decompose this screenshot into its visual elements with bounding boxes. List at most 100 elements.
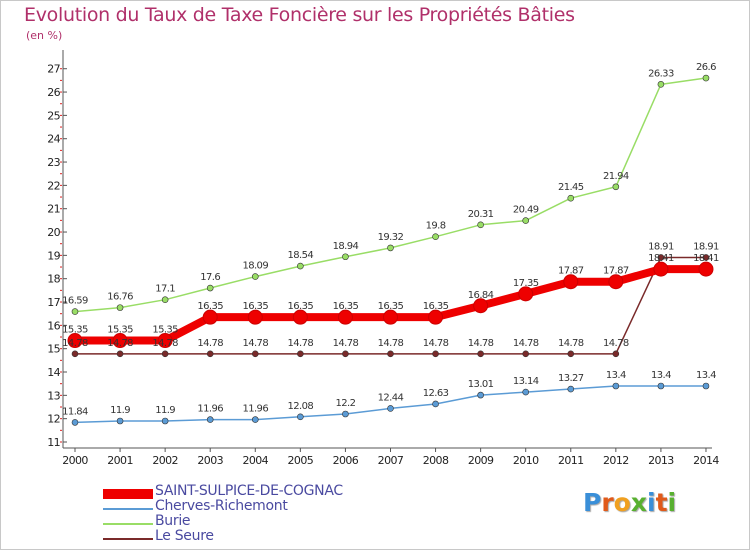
data-point[interactable] [567,385,575,393]
x-tick-label: 2009 [468,454,494,467]
unit-label: (en %) [26,29,63,42]
data-point[interactable] [251,416,259,423]
data-point[interactable] [387,244,394,252]
data-label: 16.84 [468,290,494,301]
data-label: 13.27 [558,373,584,384]
data-point[interactable] [387,405,394,412]
series-layer [67,74,714,426]
data-point[interactable] [157,333,173,349]
data-label: 18.91 [648,241,674,252]
data-point[interactable] [702,254,710,261]
data-point[interactable] [67,333,83,349]
data-point[interactable] [337,309,353,325]
data-point[interactable] [71,308,79,315]
data-label: 16.35 [333,301,359,312]
data-label: 15.35 [152,325,178,336]
data-label: 17.87 [558,266,584,277]
data-point[interactable] [522,388,530,396]
data-point[interactable] [518,286,534,302]
data-point[interactable] [612,382,620,390]
data-point[interactable] [112,333,128,349]
data-label: 16.35 [423,301,449,312]
y-tick-label: 18 [47,273,60,286]
data-label: 13.14 [513,376,539,387]
data-point[interactable] [477,391,484,399]
data-label: 11.9 [155,405,175,416]
data-point[interactable] [657,81,665,88]
data-point[interactable] [116,350,124,358]
data-point[interactable] [342,410,349,418]
data-point[interactable] [206,350,214,358]
data-point[interactable] [612,183,620,191]
data-point[interactable] [251,350,259,358]
x-tick-label: 2001 [107,454,133,467]
data-labels: 15.35 15.35 15.35 16.35 16.35 16.35 16.35 16.35… [62,62,719,417]
data-point[interactable] [432,233,439,240]
legend-label: Cherves-Richemont [155,498,288,514]
data-point[interactable] [563,274,579,290]
data-point[interactable] [297,413,304,421]
data-point[interactable] [342,350,349,358]
data-point[interactable] [71,350,79,358]
legend-swatch [103,508,153,510]
data-label: 14.78 [152,338,178,349]
data-point[interactable] [567,194,575,202]
data-point[interactable] [161,296,169,303]
x-tick-label: 2014 [693,454,719,467]
data-point[interactable] [297,262,304,270]
data-point[interactable] [428,309,444,325]
axis-ticks: 11 12 13 14 15 16 17 18 19 20 21 22 23 24 25 26 27 2000 20… [47,63,720,467]
data-point[interactable] [473,298,489,314]
data-point[interactable] [653,261,669,277]
data-point[interactable] [432,350,439,358]
data-point[interactable] [608,274,624,290]
data-point[interactable] [382,309,398,325]
data-point[interactable] [657,254,665,261]
data-point[interactable] [71,419,79,426]
data-point[interactable] [116,417,124,425]
x-tick-label: 2006 [333,454,359,467]
y-tick-label: 11 [47,436,60,449]
data-label: 18.91 [693,241,719,252]
data-point[interactable] [657,382,665,390]
data-point[interactable] [342,253,349,261]
data-point[interactable] [698,261,714,277]
data-label: 18.41 [693,253,719,264]
data-point[interactable] [247,309,263,325]
data-point[interactable] [202,309,218,325]
legend-swatch [103,523,153,525]
data-point[interactable] [161,417,169,425]
data-point[interactable] [116,304,124,311]
data-point[interactable] [387,350,394,358]
data-point[interactable] [477,350,484,358]
data-point[interactable] [522,350,530,358]
data-point[interactable] [161,350,169,358]
data-point[interactable] [206,416,214,423]
y-tick-label: 22 [47,179,60,192]
data-point[interactable] [612,350,620,358]
y-tick-label: 26 [47,86,60,99]
series-saint-sulpice-de-cognac [67,261,714,349]
x-tick-label: 2007 [378,454,404,467]
data-label: 12.44 [378,392,404,403]
y-tick-label: 21 [47,203,60,216]
data-point[interactable] [297,350,304,358]
series-le-seure [71,254,710,358]
data-point[interactable] [567,350,575,358]
data-point[interactable] [477,221,484,229]
data-point[interactable] [432,400,439,408]
data-label: 17.6 [200,272,220,283]
y-tick-label: 24 [47,133,60,146]
y-tick-label: 27 [47,63,60,76]
data-label: 16.35 [242,301,268,312]
data-point[interactable] [206,284,214,292]
data-point[interactable] [292,309,308,325]
y-tick-label: 12 [47,413,60,426]
data-point[interactable] [702,382,710,390]
data-point[interactable] [522,217,530,224]
data-point[interactable] [702,74,710,82]
data-label: 20.31 [468,209,494,220]
data-point[interactable] [251,273,259,280]
y-tick-label: 23 [47,156,60,169]
